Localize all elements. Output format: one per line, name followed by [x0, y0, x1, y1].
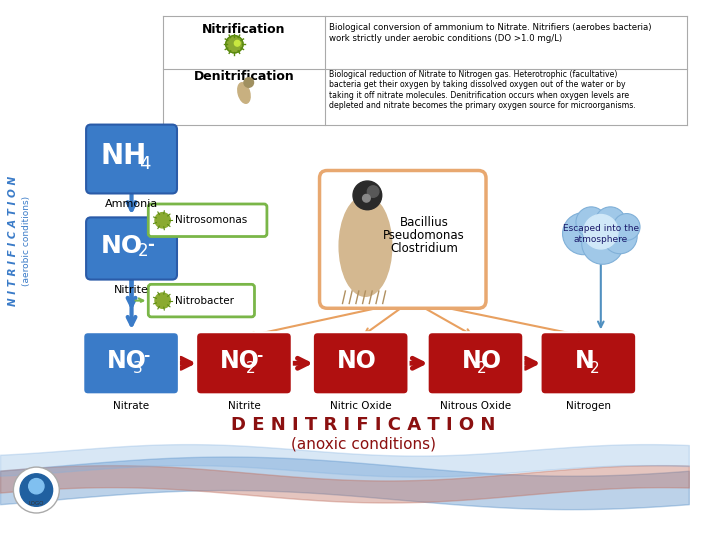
Text: Biological reduction of Nitrate to Nitrogen gas. Heterotrophic (facultative)
bac: Biological reduction of Nitrate to Nitro… — [329, 70, 636, 110]
Text: NH: NH — [101, 142, 147, 170]
Text: N: N — [462, 349, 482, 373]
Circle shape — [367, 186, 379, 197]
Circle shape — [576, 207, 606, 238]
Text: -: - — [148, 235, 154, 254]
Ellipse shape — [339, 196, 392, 296]
Ellipse shape — [238, 83, 250, 103]
Text: Bacillius: Bacillius — [400, 215, 449, 228]
Text: N: N — [575, 349, 595, 373]
Circle shape — [20, 474, 53, 507]
Text: Nitrobacter: Nitrobacter — [175, 295, 234, 306]
Text: (aerobic conditions): (aerobic conditions) — [22, 196, 31, 286]
Text: Nitrite: Nitrite — [114, 285, 149, 295]
Text: Pseudomonas: Pseudomonas — [383, 229, 464, 242]
Circle shape — [363, 194, 370, 202]
Circle shape — [584, 214, 618, 249]
FancyBboxPatch shape — [148, 204, 267, 237]
Text: atmosphere: atmosphere — [574, 235, 628, 244]
Text: Biological conversion of ammonium to Nitrate. Nitrifiers (aerobes bacteria)
work: Biological conversion of ammonium to Nit… — [329, 23, 652, 43]
Circle shape — [226, 36, 243, 53]
Text: Escaped into the: Escaped into the — [563, 224, 639, 233]
FancyBboxPatch shape — [320, 171, 486, 308]
Text: O: O — [481, 349, 501, 373]
Circle shape — [595, 207, 626, 238]
Text: NO: NO — [101, 234, 143, 258]
Text: NO: NO — [220, 349, 260, 373]
Text: 2: 2 — [138, 242, 148, 260]
Text: NO: NO — [107, 349, 147, 373]
Text: (anoxic conditions): (anoxic conditions) — [291, 437, 436, 451]
Text: Nitrosomonas: Nitrosomonas — [175, 215, 248, 225]
Text: -: - — [256, 348, 263, 363]
Text: Nitrogen: Nitrogen — [566, 401, 611, 411]
Text: Nitric Oxide: Nitric Oxide — [330, 401, 392, 411]
Text: 4: 4 — [139, 155, 150, 173]
Circle shape — [244, 78, 253, 87]
Text: NO: NO — [337, 349, 377, 373]
Circle shape — [29, 478, 44, 494]
Text: Nitrification: Nitrification — [202, 23, 286, 36]
Circle shape — [155, 293, 171, 308]
Circle shape — [14, 467, 59, 513]
Circle shape — [582, 222, 624, 264]
Text: 3: 3 — [133, 361, 143, 375]
Text: Nitrous Oxide: Nitrous Oxide — [440, 401, 511, 411]
FancyBboxPatch shape — [196, 332, 292, 394]
Text: 2: 2 — [590, 361, 600, 375]
FancyBboxPatch shape — [84, 332, 179, 394]
Text: 2: 2 — [477, 361, 487, 375]
Text: Denitrification: Denitrification — [194, 70, 294, 83]
Text: Nitrate: Nitrate — [113, 401, 149, 411]
Text: Nitrite: Nitrite — [228, 401, 261, 411]
Circle shape — [353, 181, 382, 210]
FancyBboxPatch shape — [148, 285, 254, 317]
FancyBboxPatch shape — [312, 332, 408, 394]
FancyBboxPatch shape — [541, 332, 636, 394]
Circle shape — [235, 40, 240, 46]
Text: LOGO: LOGO — [29, 501, 44, 506]
Text: Clostridium: Clostridium — [390, 242, 458, 255]
Circle shape — [562, 213, 605, 255]
Text: 2: 2 — [246, 361, 256, 375]
Circle shape — [613, 213, 640, 240]
FancyBboxPatch shape — [86, 218, 177, 280]
FancyBboxPatch shape — [86, 125, 177, 193]
FancyBboxPatch shape — [428, 332, 523, 394]
Text: Ammonia: Ammonia — [105, 199, 158, 209]
Circle shape — [155, 213, 171, 228]
Text: -: - — [143, 348, 150, 363]
Text: N I T R I F I C A T I O N: N I T R I F I C A T I O N — [9, 176, 19, 306]
Text: D E N I T R I F I C A T I O N: D E N I T R I F I C A T I O N — [231, 416, 496, 434]
Circle shape — [603, 219, 637, 254]
